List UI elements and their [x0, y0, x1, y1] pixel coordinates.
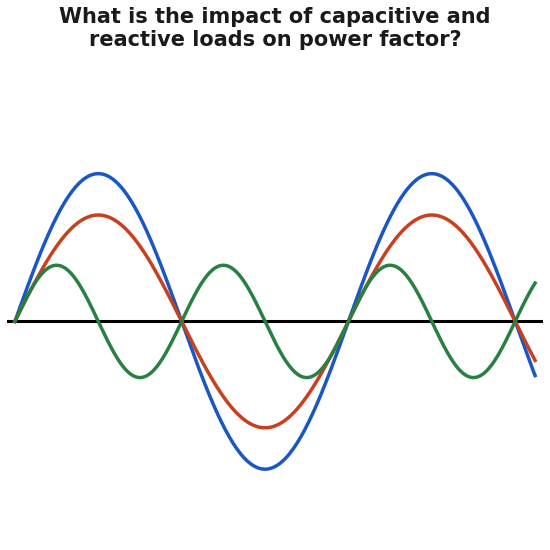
- Title: What is the impact of capacitive and
reactive loads on power factor?: What is the impact of capacitive and rea…: [59, 7, 491, 50]
